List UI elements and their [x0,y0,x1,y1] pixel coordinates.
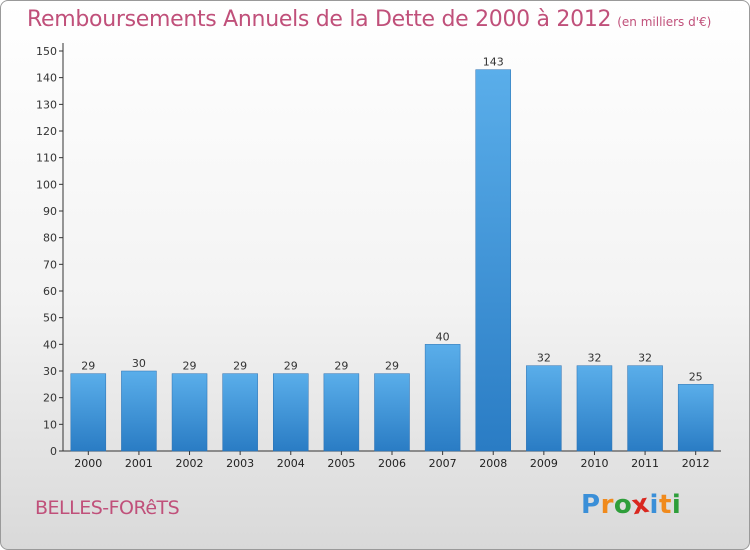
logo-letter: P [581,490,601,520]
logo-letter: i [671,490,682,520]
bar-2000 [70,373,107,452]
bar-2009 [526,365,562,452]
bar-2006 [374,373,410,452]
x-tick-label-2012: 2012 [682,457,710,470]
y-tick-label: 110 [36,152,57,165]
value-label-2012: 25 [689,370,703,383]
value-label-2006: 29 [385,360,399,373]
proxiti-logo[interactable]: Proxiti [581,489,682,522]
bar-2011 [627,365,663,452]
commune-name: BELLES-FORêTS [35,497,180,519]
value-label-2003: 29 [233,360,247,373]
bar-2007 [424,344,461,452]
y-tick-label: 140 [36,72,57,85]
y-tick-label: 70 [43,258,57,271]
chart-title: Remboursements Annuels de la Dette de 20… [27,7,711,32]
y-tick-label: 90 [43,205,57,218]
value-label-2009: 32 [537,352,551,365]
x-tick-label-2009: 2009 [530,457,558,470]
x-tick-label-2001: 2001 [125,457,153,470]
value-label-2002: 29 [183,360,197,373]
value-label-2004: 29 [284,360,298,373]
x-tick-label-2004: 2004 [277,457,305,470]
x-tick-label-2002: 2002 [176,457,204,470]
y-tick-label: 40 [43,338,57,351]
value-label-2010: 32 [587,352,601,365]
value-label-2008: 143 [483,56,504,69]
x-tick-label-2006: 2006 [378,457,406,470]
y-tick-label: 0 [50,445,57,458]
bar-2012 [677,384,714,452]
x-tick-label-2000: 2000 [74,457,102,470]
y-tick-label: 20 [43,392,57,405]
chart-subtitle: (en milliers d'€) [617,15,712,29]
value-label-2007: 40 [436,330,450,343]
x-tick-label-2003: 2003 [226,457,254,470]
x-tick-label-2010: 2010 [580,457,608,470]
y-tick-label: 100 [36,178,57,191]
x-tick-label-2007: 2007 [429,457,457,470]
bar-2004 [273,373,309,452]
bar-2005 [323,373,360,452]
x-tick-label-2011: 2011 [631,457,659,470]
y-tick-label: 50 [43,312,57,325]
bar-2002 [171,373,208,452]
logo-letter: i [649,490,659,520]
y-tick-label: 130 [36,98,57,111]
logo-letter: r [600,490,614,520]
y-tick-label: 150 [36,45,57,58]
value-label-2005: 29 [334,360,348,373]
value-label-2011: 32 [638,352,652,365]
y-tick-label: 120 [36,125,57,138]
y-tick-label: 10 [43,418,57,431]
x-tick-label-2008: 2008 [479,457,507,470]
y-tick-label: 80 [43,232,57,245]
bar-2001 [121,370,157,452]
y-tick-label: 60 [43,285,57,298]
value-label-2000: 29 [81,360,95,373]
bar-2010 [576,365,613,452]
bar-2008 [475,69,511,452]
logo-letter: t [658,490,672,520]
bar-2003 [222,373,258,452]
x-tick-label-2005: 2005 [327,457,355,470]
value-label-2001: 30 [132,357,146,370]
logo-letter: o [613,490,633,520]
y-tick-label: 30 [43,365,57,378]
title-text: Remboursements Annuels de la Dette de 20… [27,7,612,32]
